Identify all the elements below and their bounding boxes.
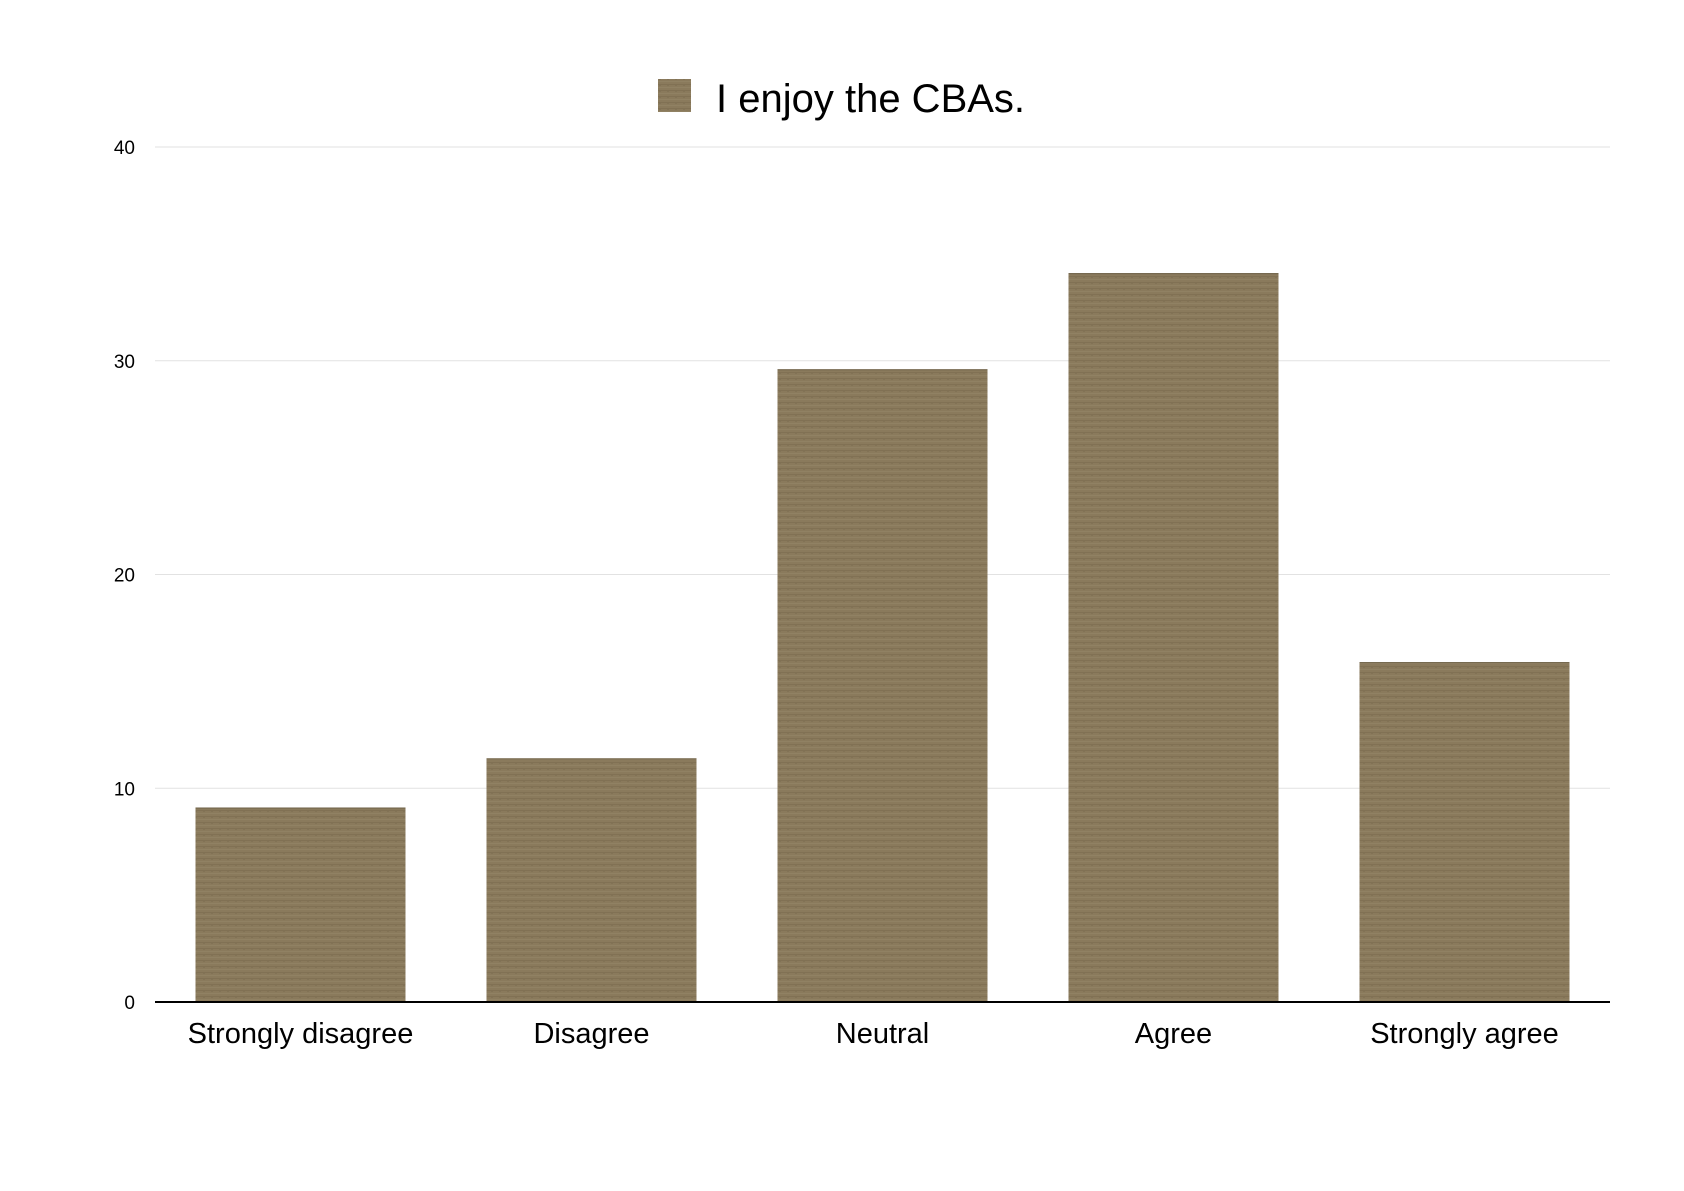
y-tick-label-10: 10 (114, 779, 135, 800)
bars (195, 273, 1570, 1002)
x-tick-label-agree: Agree (1135, 1018, 1212, 1050)
y-tick-label-20: 20 (114, 566, 135, 587)
bar-strongly-agree (1359, 662, 1570, 1002)
bar-strongly-disagree (195, 807, 406, 1002)
legend-label: I enjoy the CBAs. (716, 77, 1025, 121)
x-tick-label-disagree: Disagree (533, 1018, 649, 1050)
bar-agree (1068, 273, 1279, 1002)
y-tick-label-0: 0 (124, 993, 135, 1014)
x-tick-label-strongly-disagree: Strongly disagree (188, 1018, 414, 1050)
y-axis-ticks: 0 10 20 30 40 (114, 138, 135, 1014)
x-tick-label-strongly-agree: Strongly agree (1370, 1018, 1559, 1050)
x-tick-label-neutral: Neutral (836, 1018, 930, 1050)
y-tick-label-40: 40 (114, 138, 135, 159)
bar-disagree (486, 758, 697, 1002)
y-tick-label-30: 30 (114, 352, 135, 373)
legend-swatch (658, 79, 691, 112)
x-axis-labels: Strongly disagree Disagree Neutral Agree Str… (188, 1018, 1559, 1050)
bar-neutral (777, 369, 988, 1002)
legend: I enjoy the CBAs. (658, 77, 1025, 121)
